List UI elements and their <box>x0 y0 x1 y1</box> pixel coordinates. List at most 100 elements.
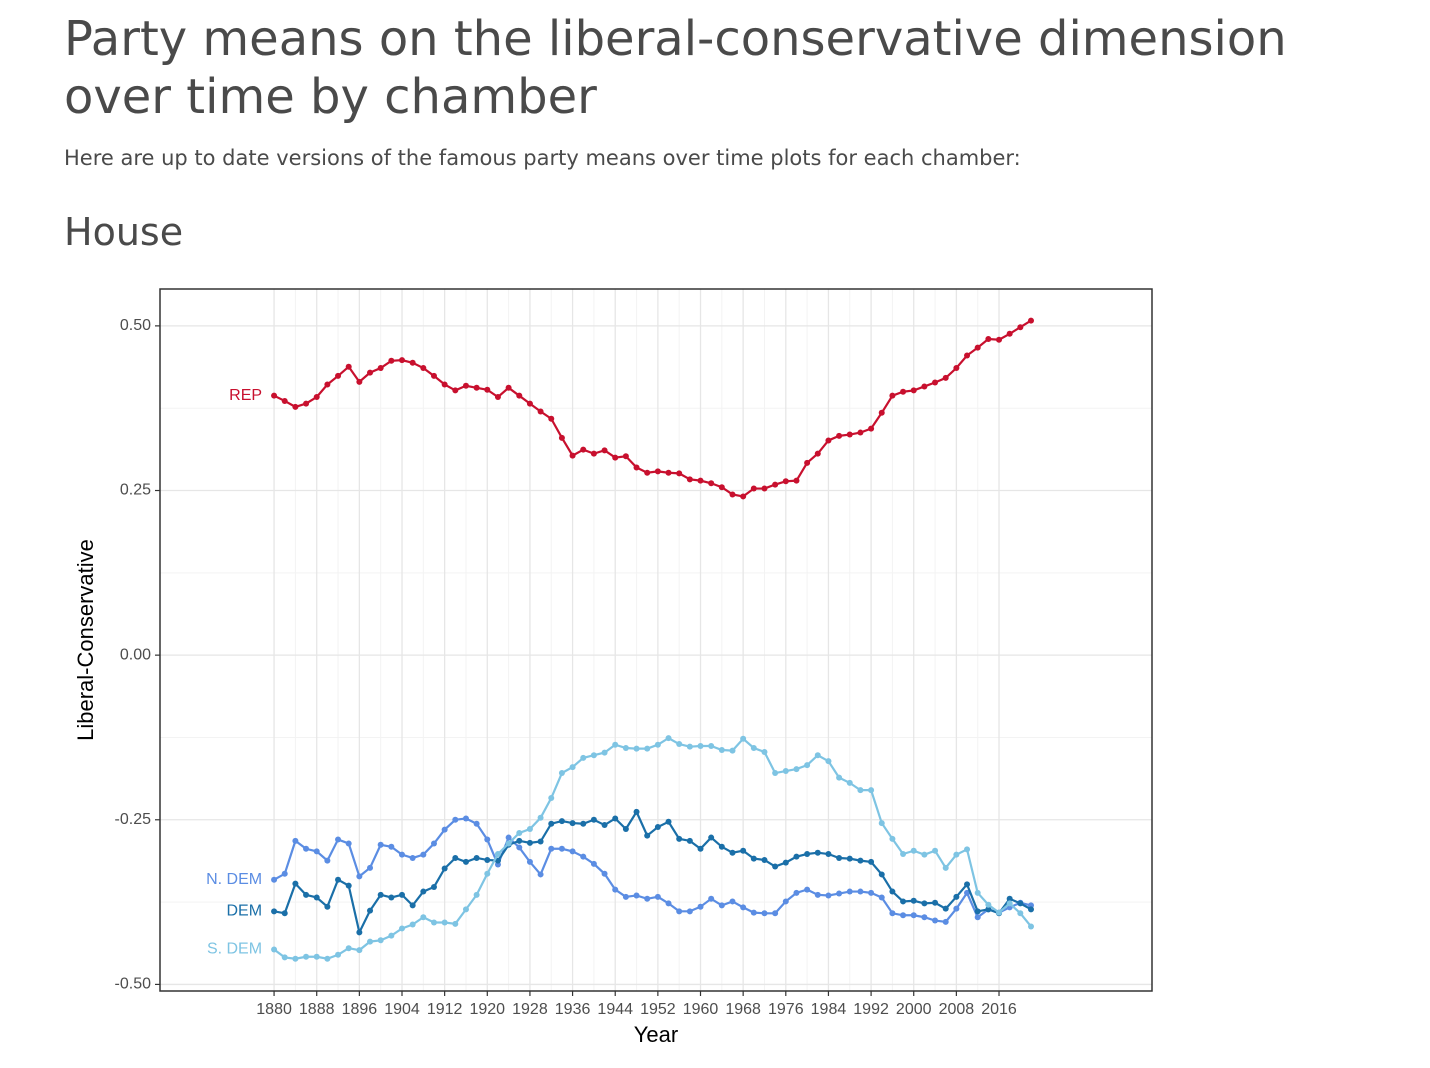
data-point <box>324 903 331 910</box>
data-point <box>622 826 629 832</box>
data-point <box>548 415 555 422</box>
x-tick-label: 1896 <box>342 1001 378 1018</box>
data-point <box>782 859 789 866</box>
x-tick-label: 2000 <box>896 1001 932 1018</box>
y-tick-label: 0.00 <box>120 646 151 663</box>
data-point <box>367 938 374 945</box>
data-point <box>601 870 608 877</box>
data-point <box>356 947 363 954</box>
data-point <box>676 908 683 915</box>
data-point <box>761 748 768 755</box>
data-point <box>462 906 469 913</box>
data-point <box>974 344 981 351</box>
data-point <box>846 431 853 438</box>
data-point <box>814 450 821 457</box>
data-point <box>271 946 278 953</box>
data-point <box>622 453 629 460</box>
data-point <box>580 446 587 453</box>
series-label: REP <box>229 387 262 404</box>
data-point <box>612 886 619 893</box>
x-tick-label: 1992 <box>853 1001 889 1018</box>
data-point <box>345 945 352 952</box>
data-point <box>452 920 459 927</box>
data-point <box>868 787 875 794</box>
data-point <box>516 844 523 851</box>
data-point <box>633 808 640 815</box>
data-point <box>793 766 800 773</box>
data-point <box>804 762 811 769</box>
data-point <box>697 477 704 484</box>
data-point <box>473 891 480 898</box>
series-label: S. DEM <box>207 941 262 958</box>
data-point <box>281 954 288 961</box>
x-tick-label: 2016 <box>981 1001 1017 1018</box>
data-point <box>964 352 971 359</box>
data-point <box>622 893 629 900</box>
data-point <box>1006 330 1013 337</box>
data-point <box>612 815 619 822</box>
data-point <box>857 888 864 895</box>
data-point <box>420 914 427 921</box>
data-point <box>793 477 800 484</box>
data-point <box>750 909 757 916</box>
data-point <box>558 770 565 777</box>
data-point <box>462 815 469 822</box>
data-point <box>761 485 768 492</box>
data-point <box>452 387 459 394</box>
data-point <box>313 394 320 400</box>
data-point <box>910 912 917 919</box>
data-point <box>686 743 693 750</box>
data-point <box>633 745 640 752</box>
data-point <box>377 365 384 372</box>
data-point <box>271 876 278 883</box>
data-point <box>1006 900 1013 907</box>
data-point <box>505 840 512 847</box>
data-point <box>857 787 864 794</box>
data-point <box>750 485 757 492</box>
data-point <box>484 870 491 877</box>
data-point <box>537 814 544 821</box>
data-point <box>271 908 278 915</box>
data-point <box>409 902 416 909</box>
data-point <box>974 889 981 896</box>
data-point <box>825 758 832 765</box>
y-tick-label: -0.50 <box>115 976 152 993</box>
data-point <box>537 838 544 845</box>
data-point <box>633 892 640 899</box>
data-point <box>996 336 1003 343</box>
data-point <box>505 384 512 391</box>
subtitle: Here are up to date versions of the famo… <box>64 146 1021 170</box>
data-point <box>537 408 544 415</box>
data-point <box>271 392 278 399</box>
data-point <box>569 848 576 855</box>
data-point <box>932 899 939 906</box>
data-point <box>953 905 960 912</box>
data-point <box>942 374 949 381</box>
data-point <box>484 856 491 863</box>
data-point <box>430 840 437 847</box>
data-point <box>590 816 597 823</box>
data-point <box>697 845 704 852</box>
data-point <box>409 359 416 366</box>
data-point <box>377 841 384 848</box>
data-point <box>494 394 501 400</box>
data-point <box>345 840 352 847</box>
series-line <box>273 817 1032 924</box>
data-point <box>708 743 715 750</box>
data-point <box>772 863 779 870</box>
data-point <box>484 836 491 843</box>
data-point <box>697 903 704 910</box>
series-label: N. DEM <box>206 871 262 888</box>
data-point <box>526 839 533 846</box>
series-line <box>273 809 1032 936</box>
data-point <box>494 851 501 858</box>
data-point <box>452 854 459 861</box>
data-point <box>889 910 896 917</box>
y-tick-label: -0.25 <box>115 811 152 828</box>
data-point <box>580 853 587 860</box>
data-point <box>942 918 949 925</box>
series-line <box>273 736 1032 960</box>
data-point <box>740 735 747 742</box>
x-tick-label: 2008 <box>939 1001 975 1018</box>
data-point <box>292 403 299 410</box>
